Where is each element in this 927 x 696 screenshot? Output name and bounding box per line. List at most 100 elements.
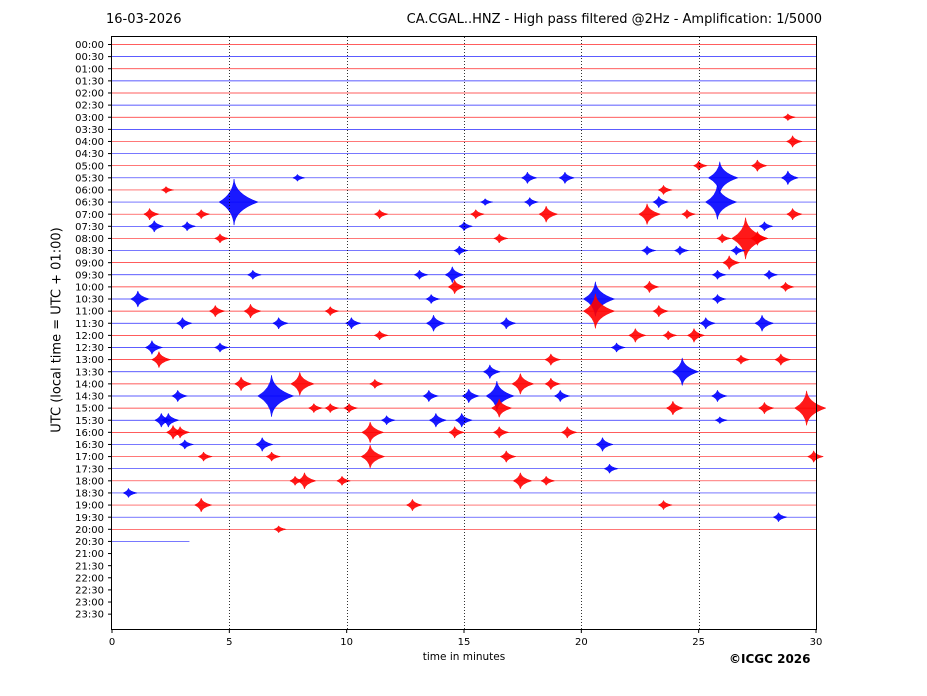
event-burst <box>291 173 306 182</box>
event-burst <box>447 425 465 440</box>
event-burst <box>734 354 750 366</box>
y-tick-label: 19:30 <box>75 513 104 524</box>
event-burst <box>492 425 509 440</box>
x-tick-label: 25 <box>692 637 705 648</box>
event-burst <box>730 245 745 256</box>
event-burst <box>335 475 351 487</box>
y-tick-label: 23:30 <box>75 610 104 621</box>
event-burst <box>544 377 561 391</box>
event-burst <box>368 378 384 390</box>
event-burst <box>523 196 539 208</box>
event-burst <box>147 219 164 234</box>
event-burst <box>144 340 163 355</box>
event-burst <box>344 316 362 330</box>
x-tick-label: 15 <box>458 637 471 648</box>
event-burst <box>490 398 513 418</box>
event-burst <box>290 372 316 396</box>
event-burst <box>657 499 673 511</box>
y-tick-label: 18:30 <box>75 489 104 500</box>
event-burst <box>711 269 727 281</box>
event-burst <box>686 328 705 343</box>
event-burst <box>213 342 229 353</box>
event-burst <box>757 401 775 415</box>
y-tick-label: 09:00 <box>75 258 104 269</box>
y-tick-label: 17:00 <box>75 452 104 463</box>
y-tick-label: 11:00 <box>75 307 104 318</box>
y-tick-label: 17:30 <box>75 464 104 475</box>
trace-lines <box>112 44 816 542</box>
y-tick-label: 16:30 <box>75 440 104 451</box>
event-burst <box>161 413 179 428</box>
event-burst <box>218 179 259 226</box>
event-burst <box>175 316 193 330</box>
x-tick-label: 30 <box>810 637 823 648</box>
y-tick-label: 12:00 <box>75 331 104 342</box>
y-tick-label: 08:00 <box>75 234 104 245</box>
y-tick-label: 16:00 <box>75 428 104 439</box>
y-tick-label: 00:30 <box>75 52 104 63</box>
y-tick-label: 14:30 <box>75 392 104 403</box>
event-burst <box>511 373 535 395</box>
event-burst <box>422 389 439 403</box>
event-burst <box>380 414 396 426</box>
event-burst <box>785 207 803 221</box>
event-burst <box>208 304 225 318</box>
event-burst <box>457 220 473 232</box>
x-axis-label: time in minutes <box>422 651 506 663</box>
event-burst <box>342 402 358 414</box>
event-burst <box>628 328 646 343</box>
event-burst <box>520 171 538 185</box>
y-tick-label: 21:30 <box>75 561 104 572</box>
event-burst <box>361 421 385 443</box>
event-burst <box>595 437 614 452</box>
event-burst <box>716 233 731 244</box>
event-burst <box>425 293 440 305</box>
header-date: 16-03-2026 <box>106 12 182 27</box>
x-axis: 0 5 10 15 20 25 30 <box>109 629 823 648</box>
event-burst <box>782 113 796 122</box>
event-burst <box>711 293 727 305</box>
event-burst <box>652 195 669 209</box>
event-burst <box>499 316 516 330</box>
event-burst <box>671 357 700 386</box>
event-burst <box>673 245 689 256</box>
y-tick-label: 07:00 <box>75 210 104 221</box>
event-burst <box>499 449 516 464</box>
event-burst <box>699 316 716 330</box>
event-burst <box>774 352 791 367</box>
event-burst <box>454 413 473 428</box>
x-tick-label: 10 <box>340 637 353 648</box>
event-burst <box>243 304 262 319</box>
y-tick-label: 15:00 <box>75 404 104 415</box>
event-burst <box>122 487 138 499</box>
event-burst <box>750 231 768 246</box>
y-tick-label: 21:00 <box>75 549 104 560</box>
y-tick-label: 06:00 <box>75 186 104 197</box>
event-marks <box>122 113 827 534</box>
y-tick-label: 12:30 <box>75 343 104 354</box>
y-tick-label: 04:30 <box>75 149 104 160</box>
y-tick-label: 05:30 <box>75 173 104 184</box>
event-burst <box>233 376 252 391</box>
event-burst <box>130 290 151 308</box>
event-burst <box>271 316 289 330</box>
y-tick-label: 05:00 <box>75 161 104 172</box>
event-burst <box>544 352 561 367</box>
event-burst <box>265 451 281 462</box>
y-tick-label: 20:30 <box>75 537 104 548</box>
event-burst <box>213 233 229 244</box>
y-tick-label: 04:00 <box>75 137 104 148</box>
event-burst <box>324 305 339 317</box>
event-burst <box>193 498 212 513</box>
y-tick-label: 20:00 <box>75 525 104 536</box>
y-tick-label: 01:00 <box>75 64 104 75</box>
y-tick-label: 07:30 <box>75 222 104 233</box>
x-tick-label: 0 <box>109 637 115 648</box>
copyright-label: ©ICGC 2026 <box>729 652 811 666</box>
event-burst <box>538 206 559 223</box>
event-burst <box>560 425 577 440</box>
event-burst <box>405 498 423 512</box>
event-burst <box>582 293 616 329</box>
